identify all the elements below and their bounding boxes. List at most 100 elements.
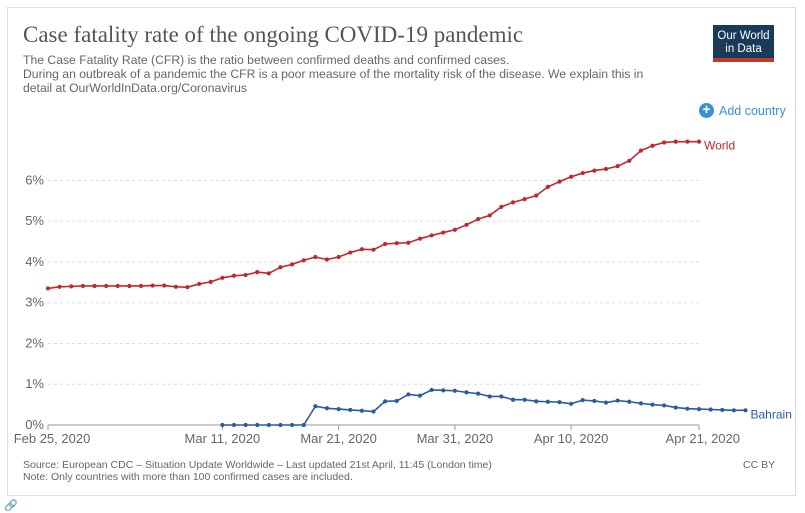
data-point[interactable] <box>673 139 678 144</box>
data-point[interactable] <box>452 388 457 393</box>
data-point[interactable] <box>324 257 330 262</box>
data-point[interactable] <box>231 273 237 278</box>
data-point[interactable] <box>603 166 609 172</box>
license-label[interactable]: CC BY <box>743 459 776 471</box>
data-point[interactable] <box>417 236 423 241</box>
data-point[interactable] <box>290 262 295 267</box>
data-point[interactable] <box>278 422 283 428</box>
data-point[interactable] <box>662 140 667 145</box>
data-point[interactable] <box>173 284 178 289</box>
data-point[interactable] <box>615 398 620 403</box>
data-point[interactable] <box>185 285 190 290</box>
data-point[interactable] <box>45 286 51 291</box>
data-point[interactable] <box>557 179 562 184</box>
data-point[interactable] <box>255 270 260 275</box>
data-point[interactable] <box>57 284 62 289</box>
data-point[interactable] <box>313 404 318 409</box>
data-point[interactable] <box>662 403 667 408</box>
data-point[interactable] <box>371 247 376 252</box>
data-point[interactable] <box>441 230 446 235</box>
data-point[interactable] <box>324 406 330 411</box>
data-point[interactable] <box>208 279 213 284</box>
data-point[interactable] <box>138 283 144 289</box>
data-point[interactable] <box>487 394 492 399</box>
data-point[interactable] <box>545 399 550 404</box>
data-point[interactable] <box>441 388 446 393</box>
data-point[interactable] <box>464 222 469 227</box>
data-point[interactable] <box>476 391 481 396</box>
data-point[interactable] <box>359 247 364 252</box>
data-point[interactable] <box>569 401 574 406</box>
data-point[interactable] <box>359 408 364 413</box>
data-point[interactable] <box>348 250 353 255</box>
data-point[interactable] <box>580 398 585 403</box>
data-point[interactable] <box>383 399 388 404</box>
data-point[interactable] <box>708 407 713 412</box>
data-point[interactable] <box>220 422 225 428</box>
data-point[interactable] <box>569 174 574 179</box>
data-point[interactable] <box>510 397 516 402</box>
data-point[interactable] <box>336 254 341 260</box>
data-point[interactable] <box>627 158 632 163</box>
series-label-world[interactable]: World <box>704 139 735 153</box>
data-point[interactable] <box>650 143 655 148</box>
data-point[interactable] <box>348 407 353 413</box>
data-point[interactable] <box>743 408 748 413</box>
series-line-world[interactable] <box>47 140 699 290</box>
data-point[interactable] <box>406 240 411 245</box>
data-point[interactable] <box>627 399 632 404</box>
data-point[interactable] <box>278 265 283 270</box>
data-point[interactable] <box>731 408 736 413</box>
data-point[interactable] <box>673 405 678 410</box>
data-point[interactable] <box>290 422 295 428</box>
data-point[interactable] <box>243 422 248 428</box>
owid-logo[interactable]: Our World in Data <box>713 25 774 62</box>
subtitle-line-3[interactable]: detail at OurWorldInData.org/Coronavirus <box>23 81 247 96</box>
data-point[interactable] <box>650 402 655 407</box>
data-point[interactable] <box>696 407 702 412</box>
data-point[interactable] <box>557 400 562 405</box>
data-point[interactable] <box>80 283 85 289</box>
data-point[interactable] <box>266 271 271 276</box>
data-point[interactable] <box>522 397 527 402</box>
data-point[interactable] <box>394 398 399 404</box>
data-point[interactable] <box>231 422 237 428</box>
data-point[interactable] <box>603 400 609 405</box>
add-country-button[interactable]: + Add country <box>699 102 786 118</box>
data-point[interactable] <box>255 422 260 428</box>
data-point[interactable] <box>69 284 74 289</box>
data-point[interactable] <box>266 422 271 428</box>
data-point[interactable] <box>394 241 399 246</box>
data-point[interactable] <box>487 213 492 218</box>
data-point[interactable] <box>301 258 306 263</box>
data-point[interactable] <box>429 233 434 238</box>
data-point[interactable] <box>150 283 155 288</box>
series-line-bahrain[interactable] <box>222 389 746 426</box>
data-point[interactable] <box>464 390 469 395</box>
data-point[interactable] <box>522 197 527 202</box>
data-point[interactable] <box>336 407 341 412</box>
data-point[interactable] <box>580 170 585 176</box>
data-point[interactable] <box>638 148 643 153</box>
data-point[interactable] <box>638 401 643 406</box>
data-point[interactable] <box>92 283 97 289</box>
data-point[interactable] <box>534 193 539 198</box>
data-point[interactable] <box>592 398 597 404</box>
data-point[interactable] <box>313 254 318 260</box>
data-point[interactable] <box>592 168 597 173</box>
data-point[interactable] <box>510 200 516 205</box>
data-point[interactable] <box>696 139 702 144</box>
data-point[interactable] <box>615 164 620 169</box>
link-icon[interactable]: 🔗 <box>4 500 18 512</box>
data-point[interactable] <box>162 283 167 288</box>
data-point[interactable] <box>499 204 504 209</box>
data-point[interactable] <box>406 392 411 397</box>
data-point[interactable] <box>685 139 690 144</box>
data-point[interactable] <box>301 422 306 428</box>
data-point[interactable] <box>243 272 248 278</box>
data-point[interactable] <box>371 409 376 414</box>
series-label-bahrain[interactable]: Bahrain <box>751 407 792 421</box>
data-point[interactable] <box>534 399 539 404</box>
data-point[interactable] <box>720 407 725 413</box>
data-point[interactable] <box>220 275 225 280</box>
